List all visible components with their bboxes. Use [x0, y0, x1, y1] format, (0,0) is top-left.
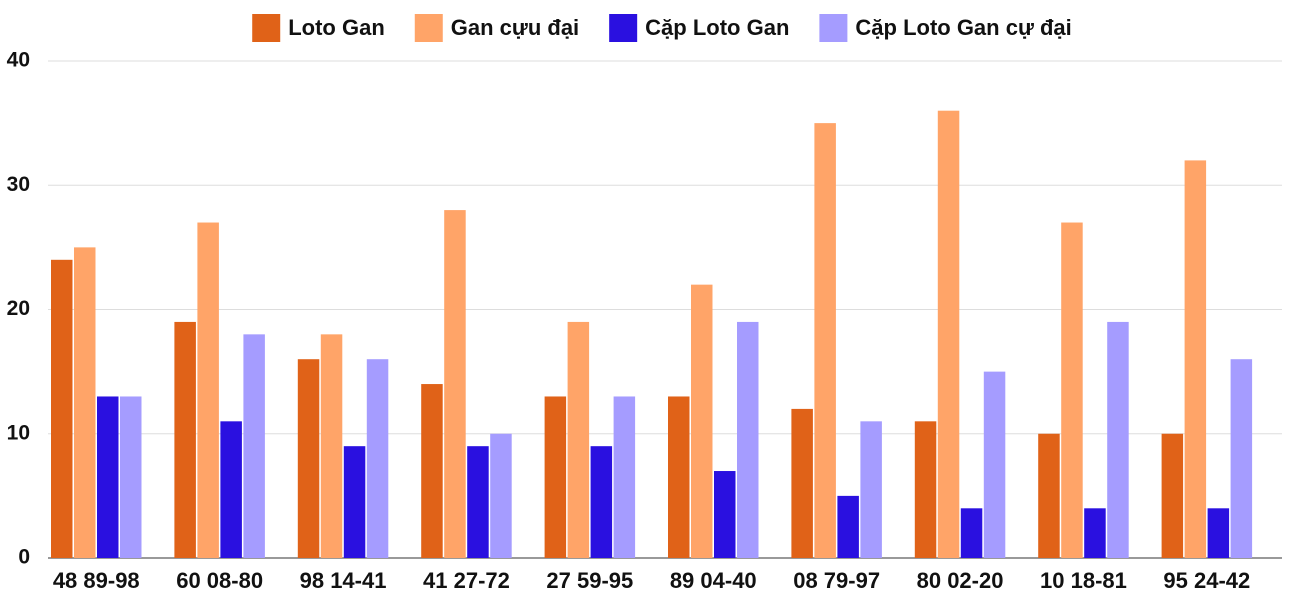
bar: [243, 334, 265, 558]
bar: [837, 495, 859, 558]
bar: [937, 110, 960, 558]
legend-swatch: [414, 14, 443, 42]
bar: [444, 210, 466, 558]
y-tick-label: 10: [7, 421, 30, 444]
legend-swatch: [819, 14, 848, 42]
x-tick-label: 95 24-42: [1163, 568, 1250, 593]
bar: [1184, 160, 1207, 558]
x-tick-label: 48 89-98: [53, 568, 140, 593]
x-tick-label: 60 08-80: [176, 568, 263, 593]
bar: [737, 321, 759, 558]
bar: [343, 446, 366, 558]
y-tick-label: 20: [7, 297, 30, 320]
bar: [297, 359, 320, 558]
bar: [914, 421, 937, 558]
bar: [567, 321, 590, 558]
bar: [74, 247, 96, 558]
x-tick-label: 27 59-95: [546, 568, 633, 593]
bar: [1230, 359, 1253, 558]
x-tick-label: 80 02-20: [917, 568, 1004, 593]
legend-label: Gan cựu đại: [451, 15, 579, 40]
bar: [544, 396, 567, 558]
bar: [1038, 433, 1060, 558]
bar: [860, 421, 882, 558]
bar: [1161, 433, 1184, 558]
bar: [366, 359, 389, 558]
legend-swatch: [252, 14, 281, 42]
x-tick-label: 98 14-41: [300, 568, 387, 593]
bar: [51, 259, 73, 558]
y-tick-label: 40: [7, 49, 30, 72]
bar: [174, 321, 196, 558]
legend-label: Cặp Loto Gan: [645, 15, 789, 40]
bar: [960, 508, 983, 558]
bar: [197, 222, 219, 558]
y-tick-label: 0: [18, 546, 30, 569]
x-tick-label: 08 79-97: [793, 568, 880, 593]
bar: [320, 334, 343, 558]
bar: [590, 446, 613, 558]
y-tick-label: 30: [7, 173, 30, 196]
legend-swatch: [609, 14, 638, 42]
x-tick-label: 10 18-81: [1040, 568, 1127, 593]
bar: [120, 396, 142, 558]
bar: [467, 446, 489, 558]
x-tick-label: 41 27-72: [423, 568, 510, 593]
bar: [1207, 508, 1230, 558]
x-tick-label: 89 04-40: [670, 568, 757, 593]
bar: [983, 371, 1006, 558]
bar: [613, 396, 636, 558]
bar: [97, 396, 119, 558]
bar: [791, 408, 813, 558]
bar: [421, 384, 443, 558]
bar: [691, 284, 713, 558]
bar: [1061, 222, 1083, 558]
bar: [1107, 321, 1129, 558]
bar: [714, 471, 736, 558]
bar: [220, 421, 242, 558]
bar: [1084, 508, 1106, 558]
bar: [668, 396, 690, 558]
legend-label: Loto Gan: [288, 15, 385, 40]
bar: [490, 433, 512, 558]
bar: [814, 123, 836, 558]
legend-label: Cặp Loto Gan cự đại: [855, 15, 1071, 40]
